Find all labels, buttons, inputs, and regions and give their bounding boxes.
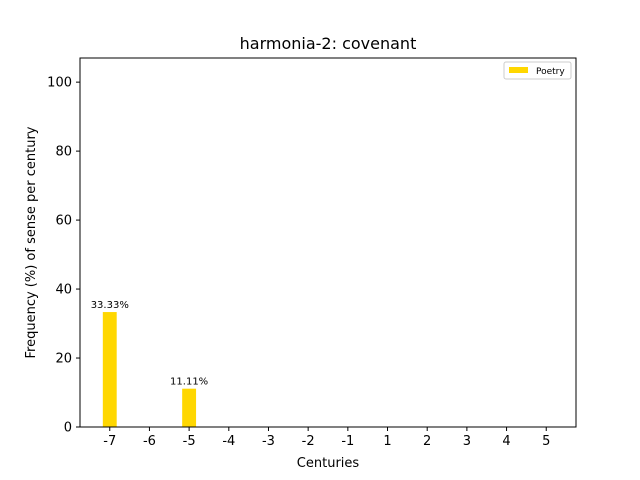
plot-frame [79,57,577,428]
x-tick-label: 3 [463,434,471,449]
bar--5 [182,388,197,427]
x-ticks-layer: -7 -6 -5 -4 -3 -2 -1 1 2 3 4 5 [103,427,550,449]
x-tick-label: -4 [222,434,235,449]
bar-labels-layer: 33.33% 11.11% [91,300,209,388]
y-tick-label: 20 [55,352,72,367]
legend-swatch [509,67,528,73]
y-tick-label: 80 [55,145,72,160]
legend: Poetry [503,61,572,80]
bars-layer [102,312,197,427]
x-tick-label: -6 [143,434,156,449]
y-tick-label: 40 [55,283,72,298]
legend-label: Poetry [536,67,565,77]
x-axis-label: Centuries [297,456,360,471]
y-tick-label: 100 [47,76,72,91]
y-ticks-layer: 0 20 40 60 80 100 [47,76,80,436]
chart-title: harmonia-2: covenant [240,34,417,53]
x-tick-label: -7 [103,434,116,449]
x-tick-label: 1 [383,434,391,449]
y-axis-label: Frequency (%) of sense per century [24,126,39,358]
y-tick-label: 60 [55,214,72,229]
y-tick-label: 0 [64,421,72,436]
x-tick-label: -3 [262,434,275,449]
x-tick-label: 4 [502,434,510,449]
legend-box [503,61,572,80]
x-tick-label: -1 [341,434,354,449]
bar-value-label: 11.11% [170,377,208,388]
bar--7 [102,312,117,427]
bar-value-label: 33.33% [91,300,129,311]
x-tick-label: 5 [542,434,550,449]
x-tick-label: -2 [302,434,315,449]
x-tick-label: 2 [423,434,431,449]
x-tick-label: -5 [183,434,196,449]
